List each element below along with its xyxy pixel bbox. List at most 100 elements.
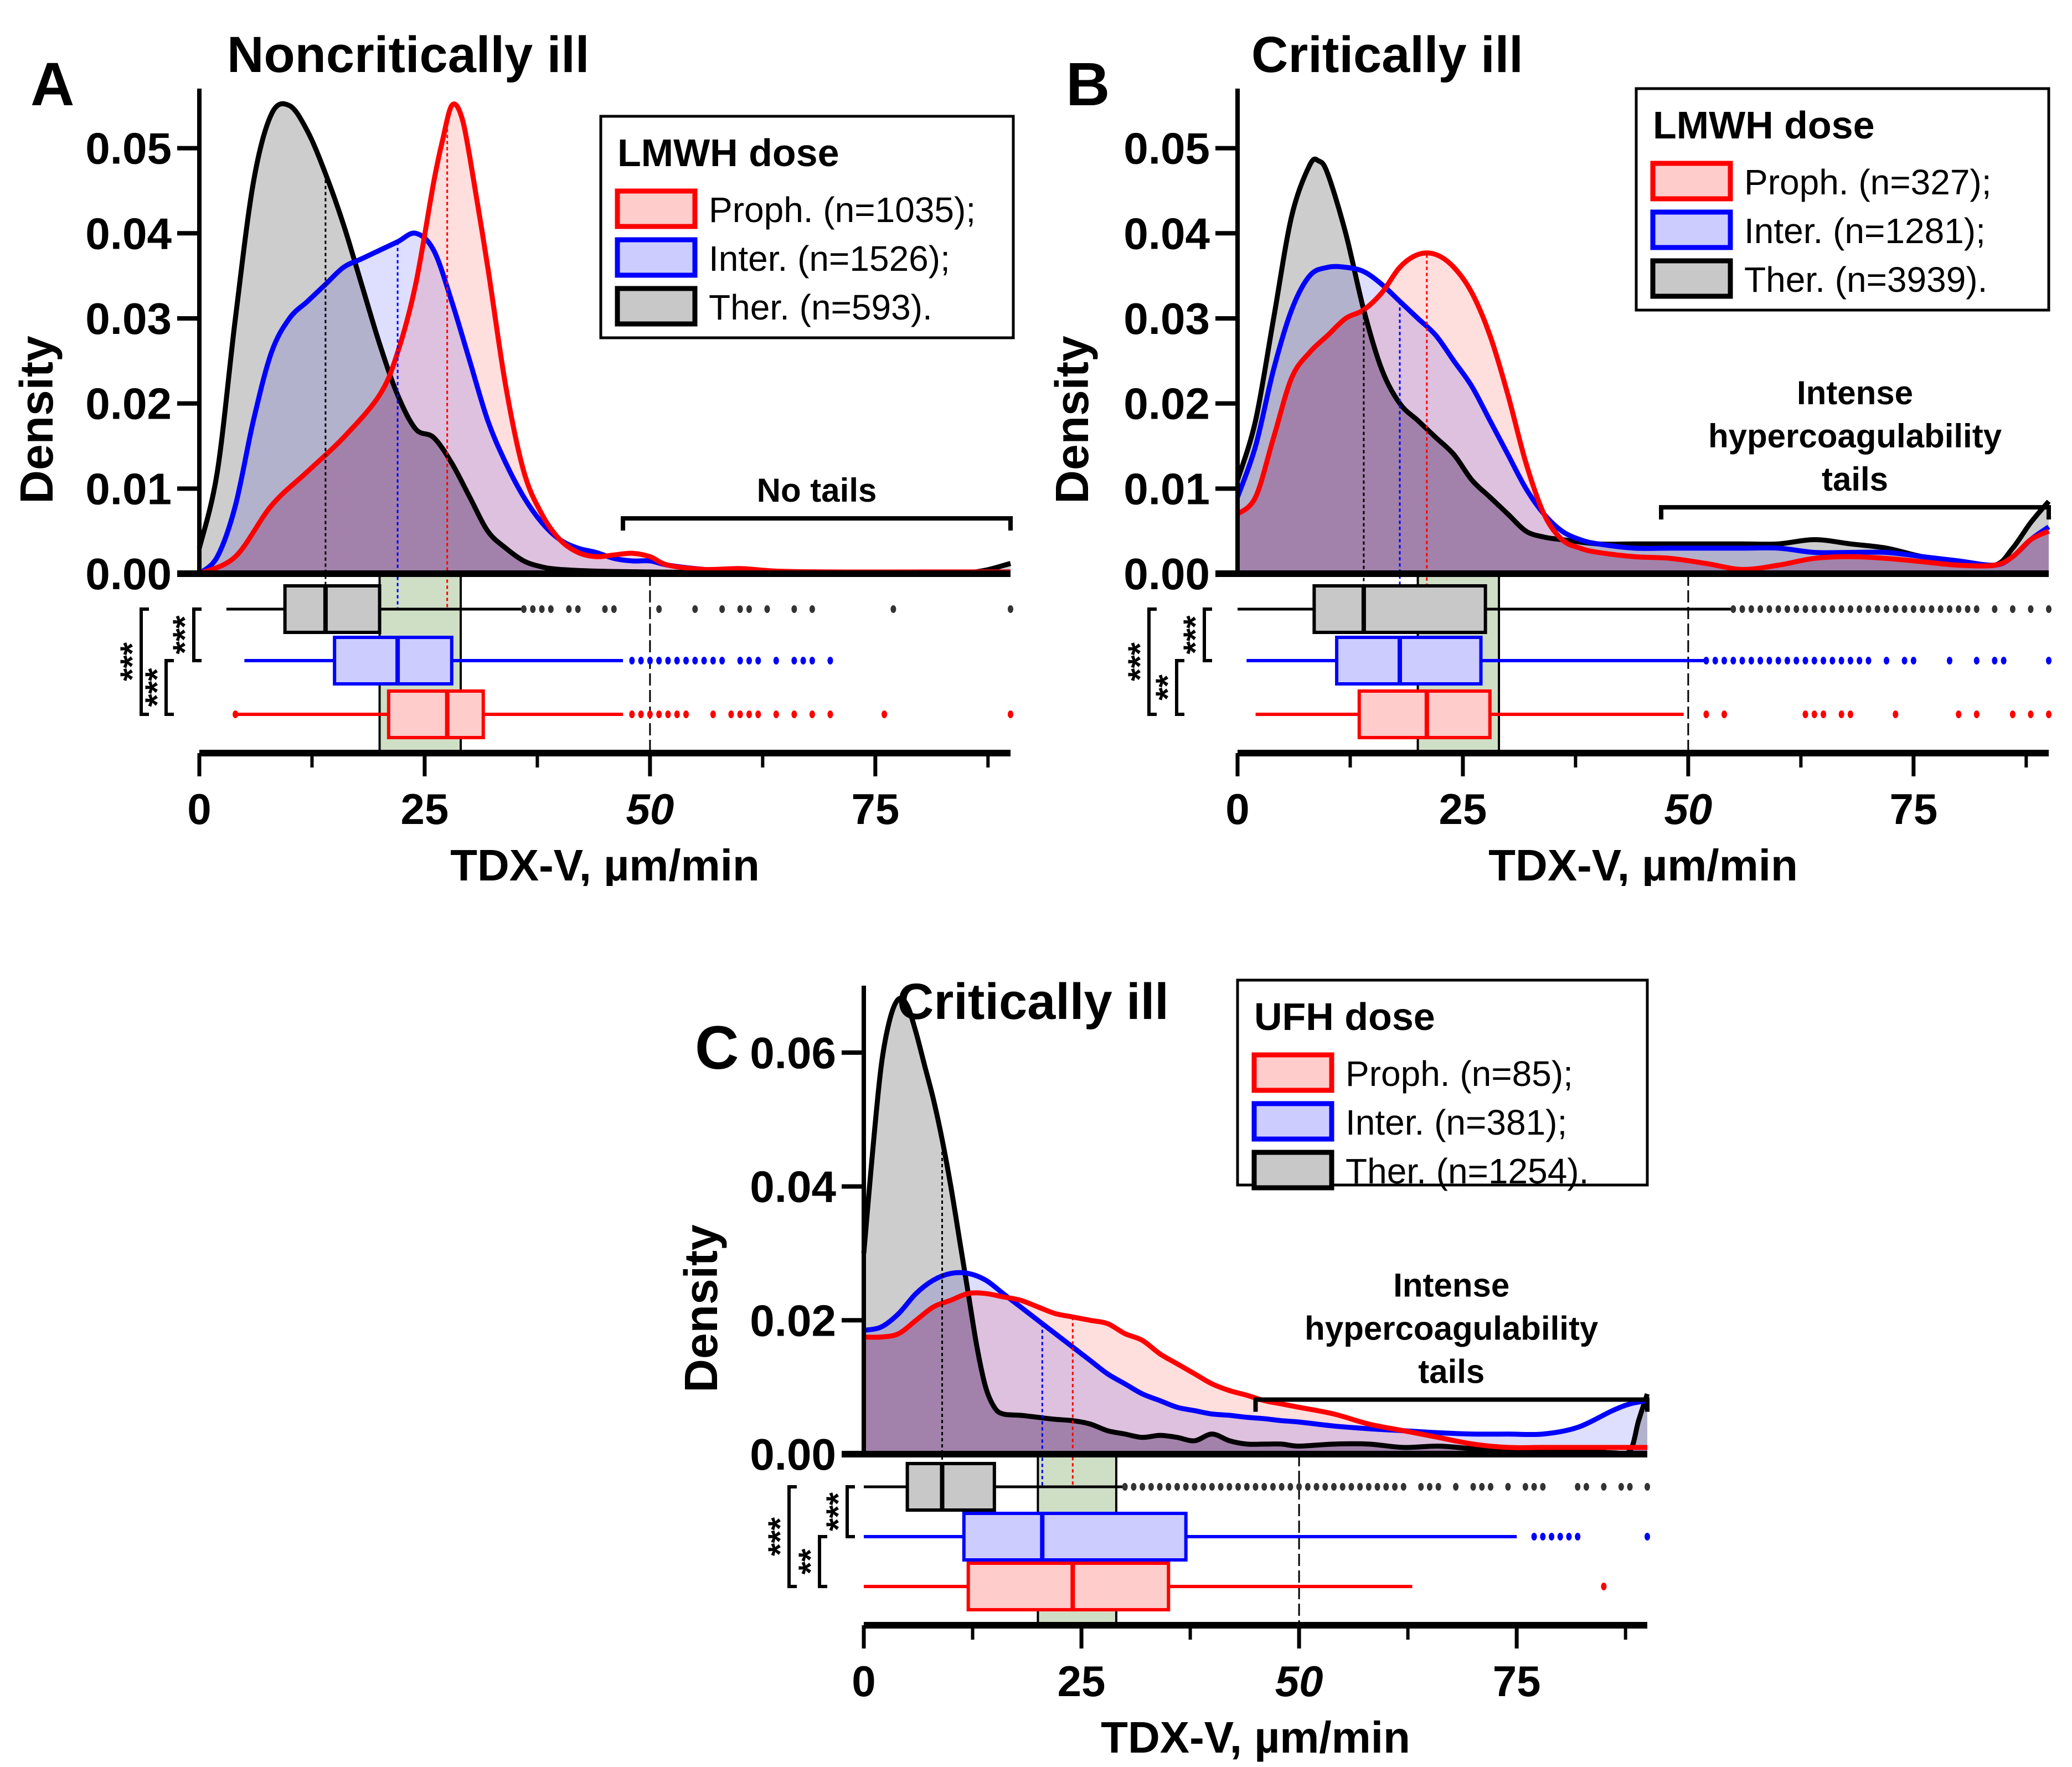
density-line-ther	[1235, 156, 2051, 569]
outlier-point-ther	[1784, 605, 1790, 613]
outlier-point-ther	[1965, 605, 1971, 613]
significance-label: ***	[114, 642, 151, 681]
outlier-point-ther	[521, 605, 527, 613]
outlier-point-inter	[1946, 657, 1952, 664]
outlier-point-ther	[1287, 1483, 1293, 1491]
outlier-point-ther	[1865, 605, 1872, 613]
outlier-point-inter	[1645, 1533, 1650, 1541]
significance-bracket	[1203, 607, 1212, 662]
outlier-point-ther	[1775, 605, 1781, 613]
significance-label: ***	[166, 615, 203, 655]
outlier-point-ther	[1920, 605, 1926, 613]
outlier-point-ther	[611, 605, 617, 613]
outlier-point-ther	[2046, 605, 2052, 613]
significance-label: ***	[1177, 615, 1214, 655]
outlier-point-ther	[1884, 605, 1889, 613]
outlier-point-proph	[629, 710, 635, 718]
outlier-point-inter	[1766, 657, 1772, 664]
outlier-point-ther	[1453, 1483, 1459, 1491]
outlier-point-ther	[1400, 1483, 1406, 1491]
legend-entry-proph: Proph. (n=327);	[1744, 162, 1992, 202]
outlier-point-inter	[1884, 657, 1889, 664]
outlier-point-inter	[629, 657, 635, 664]
outlier-point-ther	[1270, 1483, 1276, 1491]
outlier-point-ther	[575, 605, 581, 613]
outlier-point-ther	[539, 605, 545, 613]
box-ther	[1312, 584, 1487, 634]
outlier-point-proph	[737, 710, 743, 718]
outlier-point-ther	[1313, 1483, 1320, 1491]
outlier-point-ther	[1929, 605, 1935, 613]
outlier-point-inter	[1802, 657, 1808, 664]
outlier-point-ther	[1910, 605, 1916, 613]
density-overlap-area	[864, 1292, 1647, 1454]
outlier-point-ther	[1218, 1483, 1224, 1491]
tails-annotation: tails	[1418, 1353, 1485, 1390]
outlier-point-inter	[1739, 657, 1745, 664]
outlier-point-ther	[1261, 1483, 1267, 1491]
outlier-point-ther	[1174, 1483, 1180, 1491]
outlier-point-ther	[1209, 1483, 1215, 1491]
significance-bracket	[140, 607, 149, 716]
outlier-point-inter	[1973, 657, 1980, 664]
y-axis-label: Density	[1046, 336, 1098, 504]
tails-bracket	[1253, 1397, 1650, 1412]
significance-label: ***	[138, 668, 176, 707]
legend-entry-ther: Ther. (n=593).	[709, 287, 932, 327]
outlier-point-proph	[638, 710, 644, 718]
outlier-point-inter	[809, 657, 815, 664]
outlier-point-inter	[791, 657, 797, 664]
outlier-point-ther	[737, 605, 743, 613]
outlier-point-inter	[656, 657, 662, 664]
outlier-point-inter	[701, 657, 707, 664]
outlier-point-ther	[1793, 605, 1800, 613]
outlier-point-inter	[665, 657, 671, 664]
outlier-point-ther	[791, 605, 797, 613]
y-tick-label: 0.05	[85, 124, 172, 173]
outlier-point-ther	[530, 605, 536, 613]
outlier-point-proph	[665, 710, 671, 718]
outlier-point-inter	[2001, 657, 2007, 664]
outlier-point-ther	[1200, 1483, 1207, 1491]
outlier-point-ther	[1901, 605, 1908, 613]
legend-entry-proph: Proph. (n=1035);	[709, 190, 976, 230]
outlier-point-proph	[809, 710, 815, 718]
y-tick-label: 0.01	[1123, 464, 1210, 513]
box-proph	[1357, 689, 1492, 739]
y-tick-label: 0.04	[750, 1162, 836, 1212]
box-inter	[333, 636, 453, 686]
outlier-point-proph	[1721, 710, 1727, 718]
outlier-point-ther	[1418, 1483, 1424, 1491]
outlier-point-ther	[566, 605, 572, 613]
significance-label: ***	[819, 1492, 857, 1531]
outlier-point-ther	[1956, 605, 1962, 613]
significance-label: **	[792, 1548, 829, 1574]
outlier-point-ther	[602, 605, 608, 613]
y-tick-label: 0.01	[85, 464, 172, 513]
density-overlap-area	[199, 373, 1011, 574]
tails-annotation: hypercoagulability	[1305, 1310, 1599, 1347]
outlier-point-ther	[1766, 605, 1772, 613]
outlier-point-inter	[692, 657, 698, 664]
outlier-point-proph	[791, 710, 797, 718]
y-axis-label: Density	[11, 336, 63, 504]
panel-c-chart: C Critically ill 0.00 0.02 0.04 0.06 Density **…	[675, 973, 1650, 1762]
outlier-point-ther	[1488, 1483, 1493, 1491]
legend-title: LMWH dose	[1653, 104, 1875, 147]
outlier-point-ther	[1244, 1483, 1250, 1491]
outlier-point-inter	[1829, 657, 1836, 664]
outlier-point-ther	[1857, 605, 1863, 613]
outlier-point-inter	[1793, 657, 1800, 664]
outlier-point-ther	[1226, 1483, 1233, 1491]
outlier-point-ther	[1470, 1483, 1476, 1491]
outlier-point-inter	[1992, 657, 1998, 664]
y-axis-label: Density	[675, 1224, 727, 1393]
legend-swatch-inter	[615, 237, 698, 278]
outlier-point-inter	[710, 657, 716, 664]
density-overlap-area	[1238, 309, 2049, 574]
outlier-point-ther	[1157, 1483, 1163, 1491]
outlier-point-inter	[746, 657, 752, 664]
outlier-point-ther	[1531, 1483, 1537, 1491]
y-tick-label: 0.02	[85, 379, 172, 429]
outlier-point-inter	[1721, 657, 1727, 664]
